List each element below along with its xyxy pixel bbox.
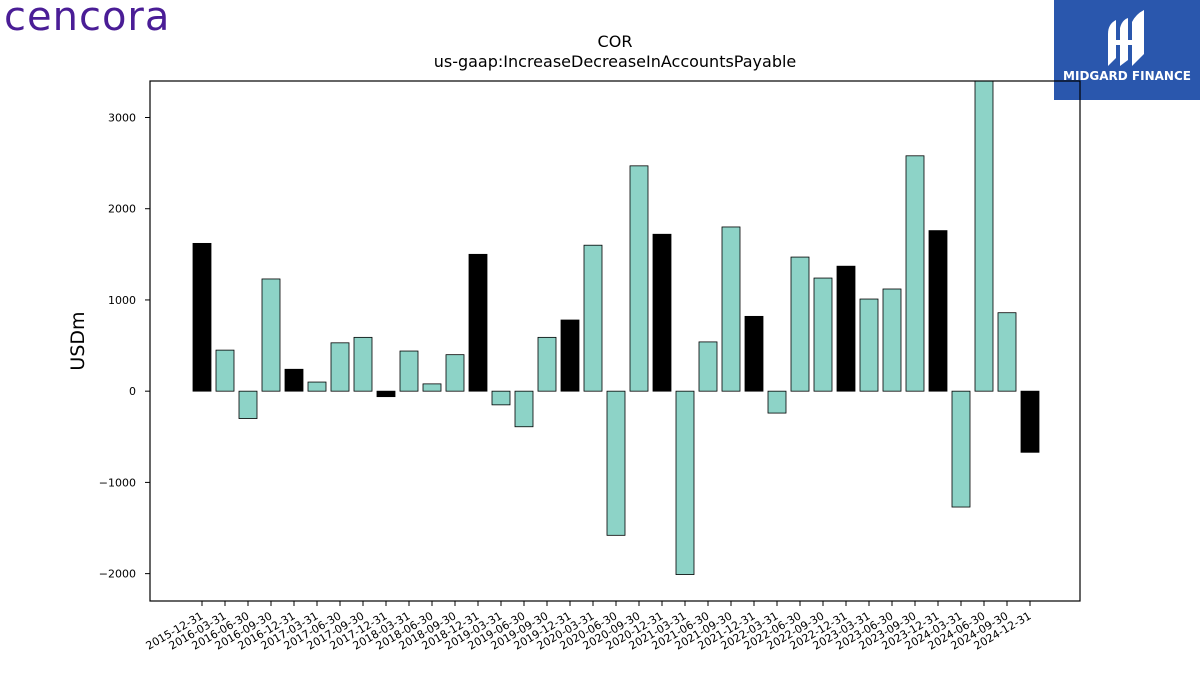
bar (974, 80, 994, 392)
bar (353, 336, 373, 392)
bar (422, 383, 442, 392)
bar (652, 233, 672, 392)
chart-title: COR (597, 32, 633, 51)
bar (675, 390, 695, 575)
y-tick-label: −2000 (99, 568, 136, 581)
bar (721, 226, 741, 392)
bar (905, 155, 925, 392)
bar (307, 381, 327, 392)
bar (767, 390, 787, 414)
bar (445, 354, 465, 392)
midgard-finance-logo: MIDGARD FINANCE (1054, 0, 1200, 100)
cencora-logo: cencora (4, 0, 171, 40)
y-tick-label: 3000 (108, 111, 136, 124)
bar (606, 390, 626, 536)
bar (997, 312, 1017, 392)
bar (215, 349, 235, 392)
bar (698, 341, 718, 392)
plot-frame (149, 80, 1081, 602)
bar (261, 278, 281, 392)
bar (583, 244, 603, 392)
bar (491, 390, 511, 406)
bar (514, 390, 534, 428)
chart-subtitle: us-gaap:IncreaseDecreaseInAccountsPayabl… (433, 52, 797, 71)
y-tick-label: 2000 (108, 203, 136, 216)
bar (376, 390, 396, 398)
bar (399, 350, 419, 392)
bar (1020, 390, 1040, 453)
bar (192, 242, 212, 392)
bar (951, 390, 971, 508)
bar (836, 265, 856, 392)
bar (284, 368, 304, 392)
midgard-brand-text: MIDGARD FINANCE (1063, 69, 1191, 83)
bar (629, 165, 649, 392)
bar (813, 277, 833, 392)
bar (882, 288, 902, 392)
bar (468, 253, 488, 392)
bar (537, 336, 557, 392)
bar (330, 342, 350, 392)
bar (928, 230, 948, 392)
y-tick-label: 0 (129, 385, 136, 398)
bar (744, 315, 764, 392)
bar (238, 390, 258, 419)
midgard-mark-icon (1108, 10, 1144, 66)
bar (790, 256, 810, 392)
y-tick-label: −1000 (99, 476, 136, 489)
bar (859, 298, 879, 392)
y-axis-label: USDm (67, 311, 89, 370)
y-tick-label: 1000 (108, 294, 136, 307)
bar (560, 319, 580, 392)
